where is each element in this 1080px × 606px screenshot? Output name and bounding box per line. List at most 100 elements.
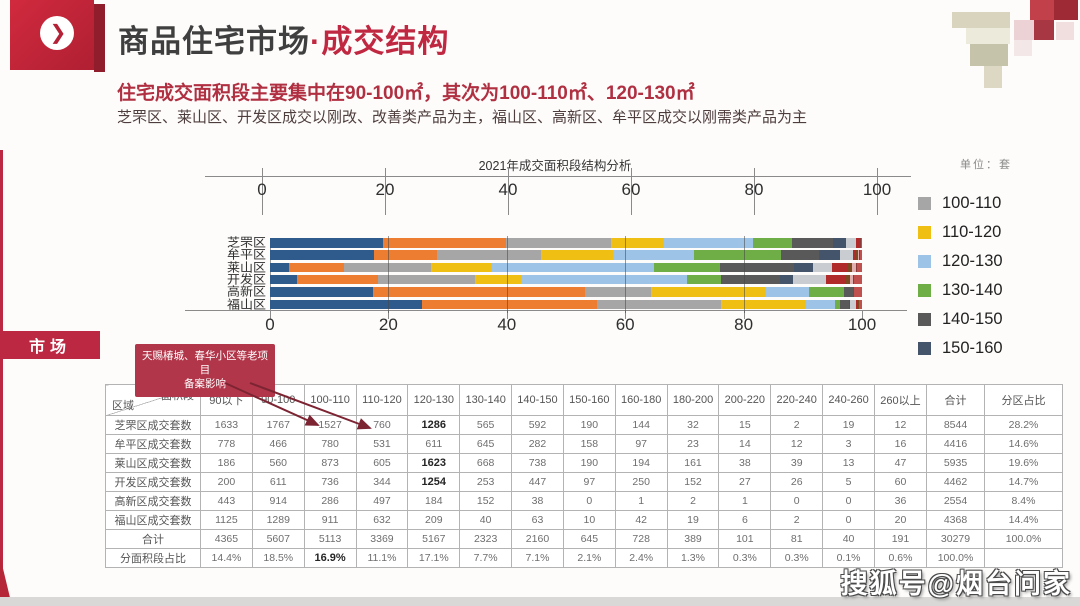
- page-title-main: 商品住宅市场: [118, 24, 310, 59]
- bar-segment-100-110: [436, 250, 542, 260]
- logo-block: [1054, 0, 1078, 20]
- transaction-table: 面积段区域90以下90-100100-110110-120120-130130-…: [105, 384, 1063, 568]
- bar-segment-260以上: [853, 274, 862, 285]
- table-cell: 7.7%: [459, 548, 513, 568]
- table-cell: 0.1%: [822, 548, 875, 568]
- bar-segment-90以下: [270, 238, 384, 248]
- bottom-tick-label: 20: [378, 315, 398, 334]
- table-cell: 4368: [926, 510, 985, 530]
- table-cell: 14.7%: [984, 472, 1063, 492]
- table-col-header: 260以上: [873, 384, 928, 416]
- legend-label: 140-150: [942, 309, 1003, 328]
- table-cell: 250: [614, 472, 668, 492]
- bar-segment-200-220: [858, 238, 860, 248]
- table-cell: 38: [511, 491, 564, 511]
- table-cell: 6: [718, 510, 772, 530]
- bar-segment-120-130: [806, 299, 835, 309]
- table-cell: 152: [459, 491, 513, 511]
- table-col-header: 合计: [926, 384, 985, 416]
- category-label-芝罘区: 芝罘区: [226, 235, 266, 250]
- table-cell: 152: [666, 472, 720, 492]
- bar-segment-180-200: [855, 299, 859, 309]
- legend-label: 110-120: [942, 222, 1002, 241]
- table-cell: 2: [770, 415, 824, 435]
- bar-segment-130-140: [753, 238, 793, 248]
- table-cell: 26: [770, 472, 824, 492]
- bar-segment-150-160: [848, 299, 850, 309]
- bar-segment-100-110: [505, 238, 612, 248]
- logo-block: [1014, 40, 1032, 56]
- table-cell: 32: [666, 415, 720, 435]
- bar-segment-150-160: [780, 274, 793, 285]
- logo-block: [952, 12, 1010, 28]
- table-cell: 5935: [926, 453, 985, 473]
- table-cell: 738: [511, 453, 564, 473]
- table-cell: 23: [666, 434, 720, 454]
- bar-segment-90-100: [422, 299, 598, 309]
- header-accent-bar: [94, 4, 105, 72]
- legend-swatch: [918, 341, 931, 355]
- table-cell: 611: [251, 472, 305, 492]
- table-cell: 344: [355, 472, 409, 492]
- subtitle: 住宅成交面积段主要集中在90-100㎡，其次为100-110㎡、120-130㎡: [117, 83, 695, 104]
- page-title-accent: ·成交结构: [310, 24, 450, 59]
- table-cell: 186: [200, 453, 253, 473]
- table-cell: 16: [873, 434, 928, 454]
- bottom-tick-mark: [506, 310, 508, 319]
- bar-segment-160-180: [792, 274, 827, 285]
- left-red-strip: [0, 150, 3, 606]
- table-cell: 4416: [926, 434, 985, 454]
- table-cell: 161: [666, 453, 720, 473]
- table-cell: 1623: [407, 453, 461, 473]
- top-tick-label: 80: [744, 180, 764, 199]
- table-cell: 3369: [355, 529, 409, 549]
- table-row-label: 分面积段占比: [105, 548, 201, 568]
- table-cell: 914: [251, 491, 305, 511]
- table-cell: 13: [822, 453, 875, 473]
- logo-block: [970, 44, 1008, 66]
- bar-开发区: [270, 274, 862, 285]
- table-cell: 40: [459, 510, 513, 530]
- chevron-right-icon: ❯: [49, 22, 67, 44]
- bar-segment-260以上: [859, 299, 862, 309]
- table-cell: 632: [355, 510, 409, 530]
- bar-segment-110-120: [475, 274, 521, 285]
- bar-segment-110-120: [431, 262, 492, 273]
- table-row: 开发区成交套数 200 611 736 344 1254 253 447 97 250 152 27 2…: [105, 472, 1063, 492]
- table-cell: 40: [822, 529, 875, 549]
- table-cell: 1: [614, 491, 668, 511]
- table-cell: 100.0%: [984, 529, 1063, 549]
- table-cell: 531: [355, 434, 409, 454]
- legend-item-110-120: 110-120: [918, 222, 1003, 241]
- table-cell: 780: [303, 434, 357, 454]
- table-cell: 2.1%: [562, 548, 616, 568]
- table-cell: 97: [562, 472, 616, 492]
- top-tick-mark: [754, 168, 755, 215]
- logo-block: [1014, 20, 1034, 40]
- bar-segment-180-200: [856, 238, 859, 248]
- data-table-wrap: 面积段区域90以下90-100100-110110-120120-130130-…: [105, 384, 1063, 568]
- chevron-badge: ❯: [40, 16, 74, 50]
- table-cell: 19: [666, 510, 720, 530]
- table-cell: 27: [718, 472, 772, 492]
- table-cell: 100.0%: [926, 548, 985, 568]
- bar-segment-260以上: [859, 250, 862, 260]
- table-cell: 1: [718, 491, 772, 511]
- bar-segment-120-130: [491, 262, 654, 273]
- table-cell: 191: [873, 529, 928, 549]
- table-col-header: 150-160: [562, 384, 616, 416]
- top-tick-label: 100: [862, 180, 892, 199]
- table-col-header: 分区占比: [984, 384, 1063, 416]
- bar-segment-240-260: [859, 238, 862, 248]
- gridline-20: [388, 236, 390, 313]
- table-cell: 12: [873, 415, 928, 435]
- table-row: 分面积段占比 14.4% 18.5% 16.9% 11.1% 17.1% 7.7% 7.1% 2…: [105, 548, 1063, 568]
- gridline-60: [625, 236, 627, 313]
- table-cell: 158: [562, 434, 616, 454]
- bottom-tick-mark: [743, 310, 745, 319]
- table-cell: 2554: [926, 491, 985, 511]
- table-cell: 4365: [200, 529, 253, 549]
- table-cell: 736: [303, 472, 357, 492]
- legend-swatch: [918, 254, 931, 268]
- chart-bottom-axis-line: [185, 310, 907, 311]
